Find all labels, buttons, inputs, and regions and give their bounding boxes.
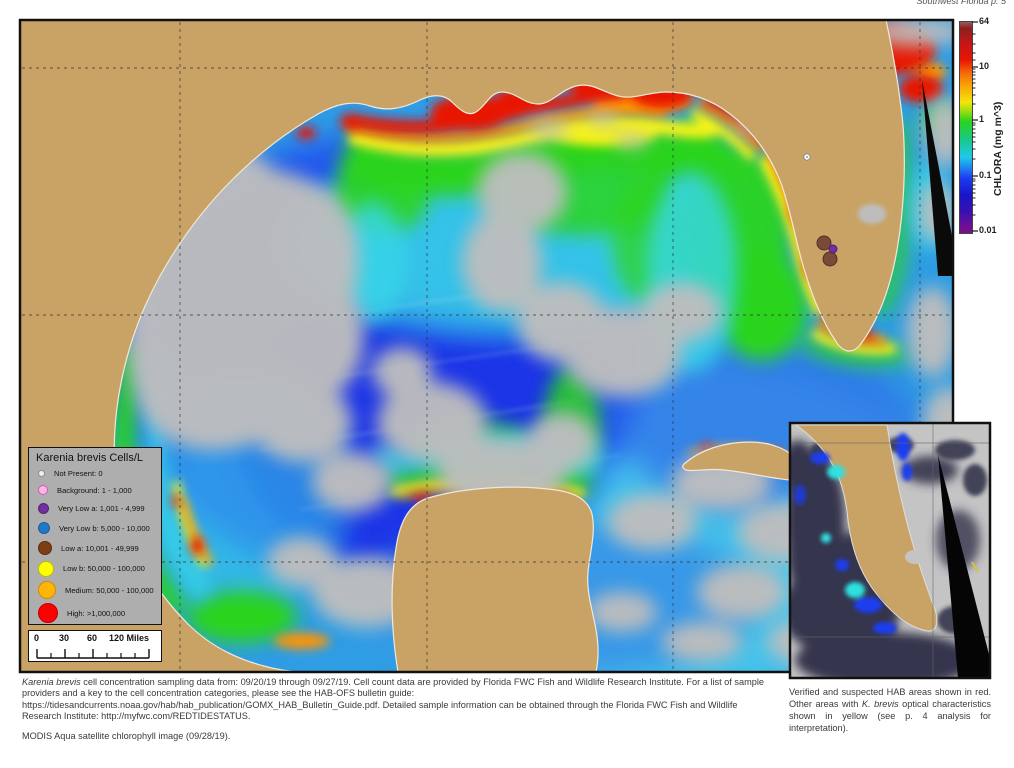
station-not-present-dot — [806, 156, 808, 158]
inset-caption-post: optical characteristics shown in yellow … — [789, 698, 991, 733]
legend-item: Very Low a: 1,001 - 4,999 — [29, 499, 161, 518]
legend-item: Very Low b: 5,000 - 10,000 — [29, 518, 161, 538]
station-low-a-marker — [822, 251, 838, 267]
legend-item-label: Low a: 10,001 - 49,999 — [61, 543, 139, 553]
legend-item-label: Very Low a: 1,001 - 4,999 — [58, 504, 145, 513]
sample-station-markers — [803, 153, 838, 267]
legend-swatch-very-low-a — [38, 503, 49, 514]
inset-caption: Verified and suspected HAB areas shown i… — [789, 687, 991, 735]
colorbar-tick-64: 64 — [979, 16, 990, 26]
inset-caption-species: K. brevis — [861, 698, 899, 709]
main-map-border — [18, 18, 955, 674]
inset-swath-gap-wedge — [938, 455, 990, 678]
colorbar-tick-0.01: 0.01 — [979, 225, 997, 235]
legend-swatch-low-a — [38, 541, 52, 555]
station-low-a-marker — [816, 235, 832, 251]
legend-item: High: >1,000,000 — [29, 601, 161, 625]
legend-item: Not Present: 0 — [29, 465, 161, 481]
legend-item-label: High: >1,000,000 — [67, 608, 126, 618]
legend-item: Medium: 50,000 - 100,000 — [29, 579, 161, 601]
colorbar-tick-10: 10 — [979, 61, 990, 71]
scale-label-60: 60 — [87, 633, 98, 643]
lake-okeechobee — [858, 204, 886, 224]
kbrevis-legend: Karenia brevis Cells/L Not Present: 0 Ba… — [28, 447, 162, 625]
legend-swatch-low-b — [38, 560, 54, 577]
legend-item-label: Low b: 50,000 - 100,000 — [63, 564, 145, 573]
legend-swatch-medium — [38, 581, 56, 599]
graticule — [22, 22, 951, 670]
colorbar-tick-1: 1 — [979, 114, 985, 124]
legend-item: Low a: 10,001 - 49,999 — [29, 538, 161, 558]
legend-title: Karenia brevis Cells/L — [36, 452, 143, 464]
scale-label-0: 0 — [34, 633, 40, 643]
inset-map-art — [790, 423, 990, 678]
legend-swatch-background — [38, 485, 48, 495]
colorbar-axis-title: CHLORA (mg m^3) — [992, 101, 1004, 196]
swath-gap-wedge — [922, 80, 952, 276]
caption-species-name: Karenia brevis — [22, 677, 81, 687]
inset-yellow-mark — [971, 561, 979, 573]
main-caption-body: cell concentration sampling data from: 0… — [22, 677, 765, 722]
main-map-art — [20, 20, 953, 672]
legend-swatch-high — [38, 603, 58, 623]
page-header-label: Southwest Florida p. 5 — [916, 0, 1006, 6]
colorbar-tick-0.1: 0.1 — [979, 170, 992, 180]
chlorophyll-colorbar — [959, 21, 973, 234]
inset-kbrevis-patches — [794, 433, 912, 634]
station-very-low-a-marker — [828, 244, 838, 254]
scale-label-120-miles: 120 Miles — [109, 633, 150, 643]
main-caption: Karenia brevis cell concentration sampli… — [22, 677, 767, 723]
legend-item-label: Not Present: 0 — [54, 468, 103, 478]
scale-label-30: 30 — [59, 633, 70, 643]
modis-caption: MODIS Aqua satellite chlorophyll image (… — [22, 731, 231, 741]
colorbar-ticks — [972, 21, 978, 232]
legend-item: Background: 1 - 1,000 — [29, 481, 161, 499]
legend-item-label: Medium: 50,000 - 100,000 — [65, 585, 154, 595]
legend-item: Low b: 50,000 - 100,000 — [29, 558, 161, 579]
inset-lake-okeechobee — [905, 550, 925, 564]
legend-swatch-very-low-b — [38, 522, 50, 534]
scale-ruler — [36, 649, 150, 659]
legend-item-label: Background: 1 - 1,000 — [57, 485, 132, 495]
legend-item-label: Very Low b: 5,000 - 10,000 — [59, 523, 150, 533]
legend-swatch-not-present — [38, 469, 45, 477]
map-scale-bar: 0 30 60 120 Miles — [28, 630, 162, 662]
inset-caption-pre: Verified and suspected HAB areas shown i… — [789, 687, 991, 709]
land-yucatan — [391, 486, 599, 672]
inset-map-border — [788, 421, 992, 680]
